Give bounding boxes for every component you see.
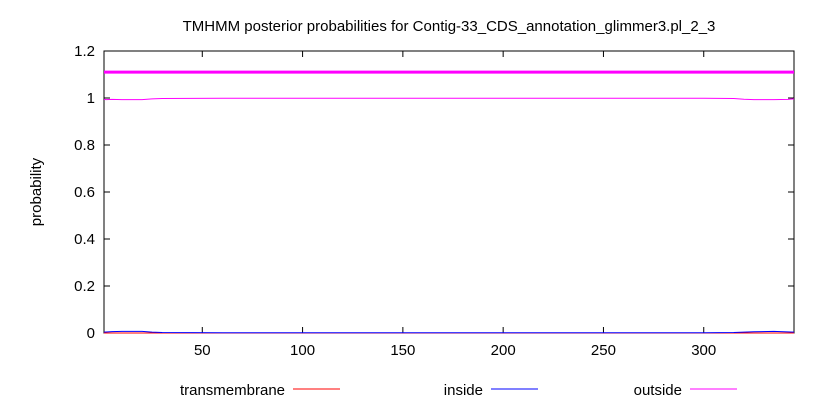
y-tick-label: 0.8 [74, 137, 95, 154]
y-tick-label: 1.2 [74, 43, 95, 60]
series-line-inside [103, 330, 795, 334]
y-tick-label: 0.6 [74, 184, 95, 201]
y-tick-label: 0 [87, 325, 95, 342]
x-tick-label: 200 [491, 342, 516, 359]
y-axis-ticks: 0 0.2 0.4 0.6 0.8 1 1.2 [74, 43, 794, 342]
series-line-outside [103, 97, 795, 101]
y-tick-label: 0.2 [74, 278, 95, 295]
plot-frame [103, 50, 795, 334]
x-axis-ticks: 50 100 150 200 250 300 [194, 51, 716, 359]
legend-label-outside: outside [634, 382, 682, 399]
x-tick-label: 50 [194, 342, 211, 359]
y-axis-label: probability [28, 157, 45, 226]
y-tick-label: 1 [87, 90, 95, 107]
x-tick-label: 100 [290, 342, 315, 359]
x-tick-label: 300 [691, 342, 716, 359]
legend-label-inside: inside [444, 382, 483, 399]
legend: transmembrane inside outside [180, 382, 737, 399]
chart-title: TMHMM posterior probabilities for Contig… [183, 18, 716, 35]
x-tick-label: 250 [591, 342, 616, 359]
y-tick-label: 0.4 [74, 231, 95, 248]
x-tick-label: 150 [390, 342, 415, 359]
legend-label-transmembrane: transmembrane [180, 382, 285, 399]
series-layer [103, 70, 795, 334]
